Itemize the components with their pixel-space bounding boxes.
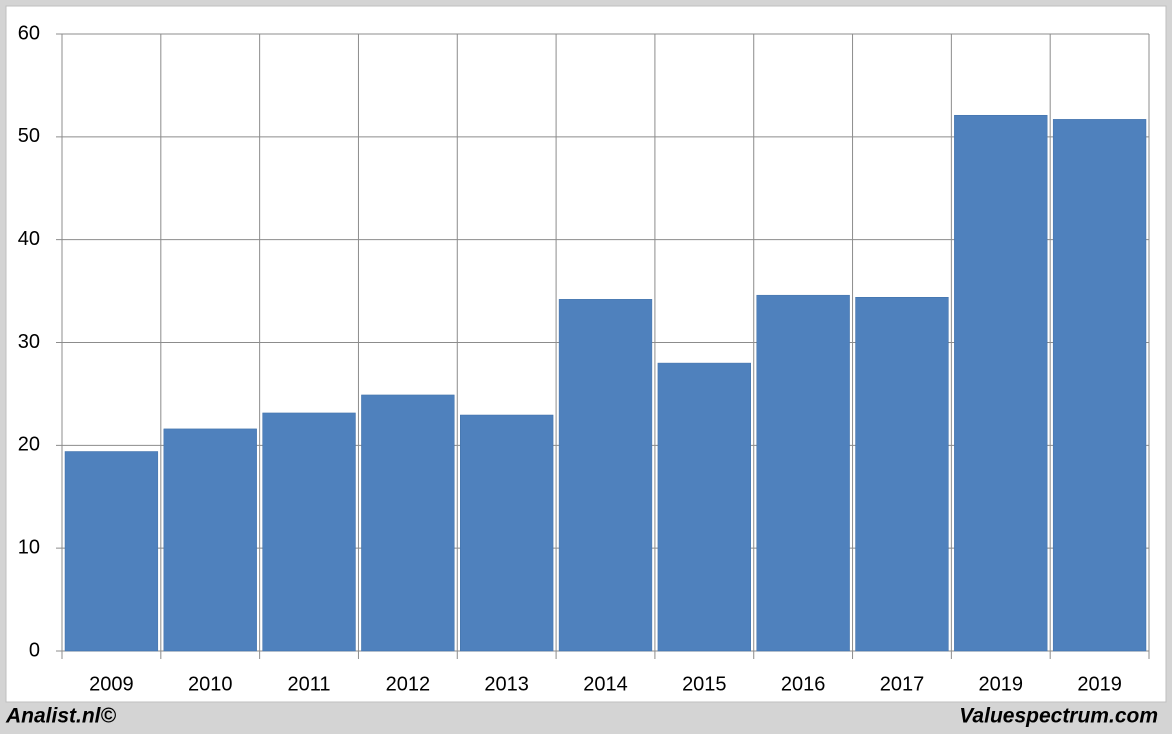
x-tick-label: 2014 (583, 673, 628, 695)
bar (1052, 119, 1147, 652)
bar (558, 299, 653, 652)
y-tick-label: 60 (18, 22, 40, 44)
y-tick-label: 30 (18, 331, 40, 353)
y-tick-label: 40 (18, 228, 40, 250)
bar (262, 412, 356, 652)
x-tick-label: 2013 (484, 673, 529, 695)
x-tick-label: 2016 (781, 673, 826, 695)
x-tick-label: 2019 (979, 673, 1024, 695)
bar (855, 297, 949, 652)
x-tick-label: 2015 (682, 673, 727, 695)
bar (657, 362, 751, 652)
x-tick-label: 2010 (188, 673, 233, 695)
bar (954, 114, 1048, 652)
footer-right: Valuespectrum.com (959, 705, 1158, 728)
bar (756, 294, 850, 652)
y-tick-label: 20 (18, 434, 40, 456)
y-tick-label: 50 (18, 125, 40, 147)
x-tick-label: 2009 (89, 673, 134, 695)
y-tick-label: 10 (18, 536, 40, 558)
x-tick-label: 2017 (880, 673, 925, 695)
x-tick-label: 2012 (386, 673, 431, 695)
bar (361, 394, 455, 652)
x-tick-label: 2011 (288, 673, 331, 695)
footer-left: Analist.nl© (5, 705, 117, 728)
bar (163, 428, 257, 652)
bar (460, 414, 554, 652)
x-tick-label: 2019 (1077, 673, 1122, 695)
bar (64, 451, 159, 652)
y-tick-label: 0 (29, 639, 40, 661)
